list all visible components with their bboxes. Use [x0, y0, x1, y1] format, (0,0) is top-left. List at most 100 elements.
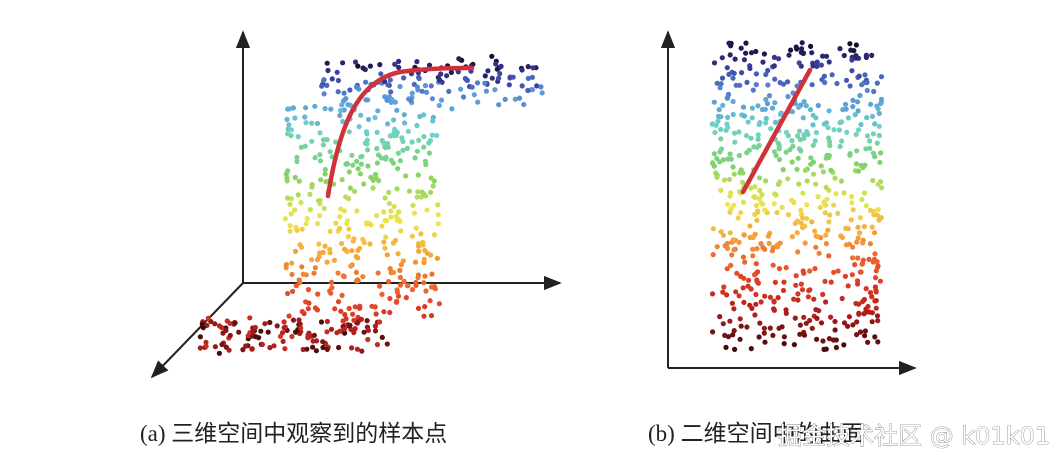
point: [774, 242, 781, 248]
point: [846, 314, 853, 320]
point: [358, 112, 364, 118]
point: [252, 324, 258, 331]
point: [316, 198, 322, 204]
point: [874, 140, 880, 146]
point: [354, 158, 360, 164]
point: [374, 129, 380, 135]
curve: [325, 65, 475, 199]
point: [876, 132, 883, 139]
point: [337, 214, 343, 220]
point: [279, 330, 286, 336]
point: [306, 300, 312, 306]
point: [793, 273, 799, 279]
point: [315, 221, 321, 227]
point: [780, 287, 787, 294]
point: [770, 262, 776, 268]
point: [875, 207, 881, 213]
point: [320, 339, 326, 345]
point: [720, 321, 726, 327]
point: [364, 137, 370, 143]
point: [795, 291, 801, 297]
point: [299, 226, 305, 232]
point: [875, 318, 881, 324]
point: [267, 345, 273, 351]
point: [851, 48, 857, 54]
point: [802, 167, 809, 173]
point: [875, 181, 881, 187]
point: [289, 271, 295, 278]
point: [772, 279, 779, 285]
point: [726, 40, 732, 46]
point: [809, 50, 815, 56]
point: [315, 291, 321, 297]
point: [489, 53, 495, 59]
point: [815, 102, 821, 109]
point: [365, 163, 371, 169]
point: [355, 166, 361, 172]
point: [314, 120, 320, 127]
point: [422, 273, 428, 279]
point: [321, 77, 327, 83]
point: [348, 263, 354, 269]
point: [799, 46, 805, 52]
point: [414, 122, 420, 129]
point: [754, 217, 760, 223]
point: [865, 339, 871, 345]
point: [864, 115, 870, 121]
point: [750, 87, 756, 93]
point: [496, 75, 502, 81]
point: [309, 257, 315, 263]
point: [349, 345, 355, 351]
point: [832, 327, 838, 333]
point: [316, 250, 323, 256]
point: [789, 197, 795, 203]
point: [416, 75, 422, 82]
point: [428, 175, 434, 181]
point: [423, 162, 429, 168]
point: [396, 64, 402, 70]
point: [741, 232, 747, 238]
point: [292, 115, 298, 121]
point: [365, 336, 371, 343]
point: [730, 332, 736, 338]
point: [340, 318, 346, 324]
point: [382, 245, 388, 251]
point: [377, 283, 383, 289]
point: [731, 328, 737, 334]
point: [866, 256, 872, 262]
point: [796, 128, 803, 134]
point: [357, 303, 363, 309]
point: [864, 133, 871, 139]
point: [474, 80, 481, 86]
point: [200, 325, 206, 331]
point: [795, 249, 801, 255]
point: [733, 289, 739, 295]
point: [392, 126, 398, 132]
point: [414, 148, 420, 154]
point: [855, 235, 861, 241]
point: [876, 123, 882, 129]
point: [363, 79, 369, 85]
point: [342, 330, 348, 336]
point: [862, 162, 868, 168]
point: [731, 202, 737, 208]
point: [863, 146, 869, 152]
point: [338, 108, 344, 114]
point: [750, 253, 756, 259]
point: [375, 108, 381, 114]
point: [438, 97, 445, 103]
point: [358, 154, 364, 160]
point: [324, 329, 330, 335]
point: [855, 224, 861, 230]
point: [820, 169, 827, 175]
point: [770, 332, 776, 338]
point: [216, 350, 222, 356]
point: [769, 105, 776, 111]
point: [352, 326, 358, 332]
point: [290, 288, 296, 294]
point: [847, 83, 853, 89]
point: [496, 102, 502, 108]
point: [497, 71, 503, 77]
point: [349, 248, 355, 254]
point: [328, 279, 335, 285]
